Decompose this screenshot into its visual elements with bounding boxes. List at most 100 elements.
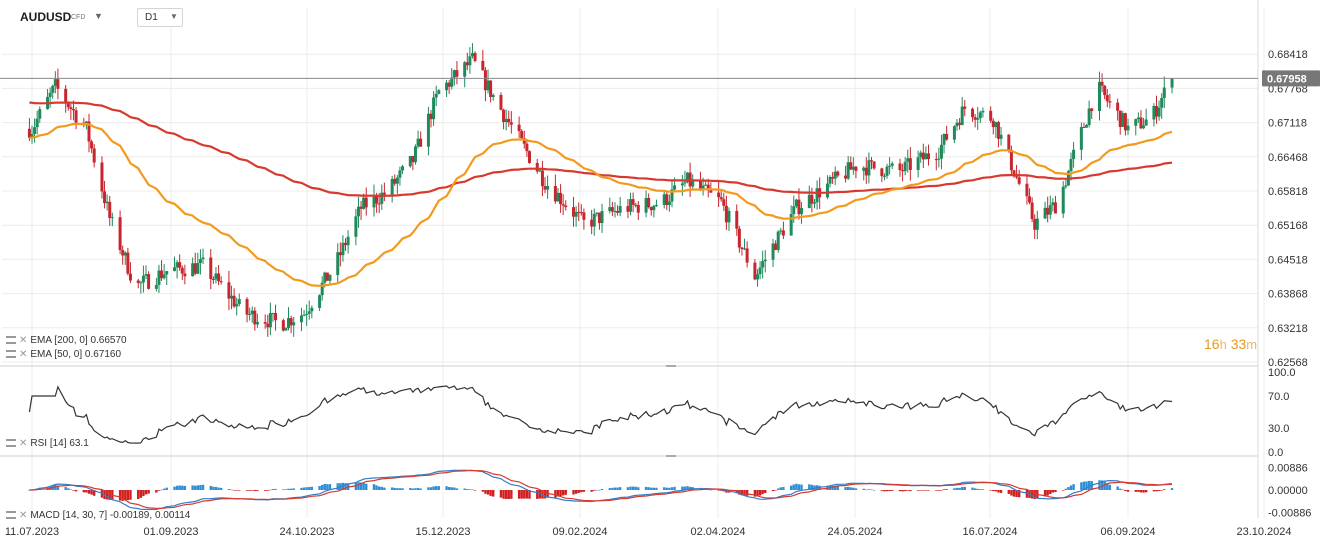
candle-body bbox=[546, 185, 550, 190]
rsi-legend[interactable]: ✕ RSI [14] 63.1 bbox=[6, 438, 89, 449]
candle-body bbox=[284, 328, 288, 331]
candle-body bbox=[522, 138, 526, 144]
candle-body bbox=[450, 77, 454, 87]
macd-histogram-bar bbox=[455, 488, 459, 490]
time-tick-label: 24.05.2024 bbox=[827, 526, 882, 538]
candle-body bbox=[807, 194, 811, 209]
candle-body bbox=[305, 313, 309, 315]
macd-histogram-bar bbox=[118, 490, 122, 501]
candle-body bbox=[520, 131, 524, 139]
candle-body bbox=[481, 60, 485, 71]
macd-histogram-bar bbox=[1072, 484, 1075, 490]
macd-histogram-bar bbox=[142, 490, 145, 497]
macd-histogram-bar bbox=[105, 490, 109, 500]
close-icon[interactable]: ✕ bbox=[19, 510, 28, 521]
symbol-dropdown-icon[interactable]: ▼ bbox=[94, 11, 103, 21]
macd-histogram-bar bbox=[1049, 490, 1052, 494]
candle-body bbox=[30, 133, 34, 138]
candle-body bbox=[989, 110, 993, 121]
close-icon[interactable]: ✕ bbox=[19, 438, 28, 449]
close-icon[interactable]: ✕ bbox=[19, 335, 28, 346]
macd-histogram-bar bbox=[1043, 490, 1047, 497]
candle-body bbox=[800, 208, 804, 215]
candle-body bbox=[191, 263, 195, 277]
macd-histogram-bar bbox=[1160, 490, 1163, 491]
candle-body bbox=[939, 144, 943, 159]
candle-body bbox=[413, 146, 417, 163]
candle-body bbox=[56, 79, 60, 89]
candle-body bbox=[139, 282, 143, 284]
candle-body bbox=[1064, 185, 1068, 187]
pane-resize-handle[interactable] bbox=[666, 365, 676, 367]
timeframe-select[interactable]: D1 ▼ bbox=[137, 8, 183, 27]
candle-body bbox=[160, 270, 164, 279]
menu-icon[interactable] bbox=[6, 336, 16, 345]
pane-resize-handle[interactable] bbox=[666, 455, 676, 457]
macd-legend[interactable]: ✕ MACD [14, 30, 7] -0.00189, 0.00114 bbox=[6, 510, 190, 521]
macd-histogram-bar bbox=[670, 487, 674, 490]
candle-body bbox=[1079, 127, 1083, 150]
macd-histogram-bar bbox=[613, 487, 617, 490]
macd-histogram-bar bbox=[292, 488, 295, 490]
candle-body bbox=[543, 186, 547, 190]
macd-histogram-bar bbox=[429, 487, 433, 490]
macd-histogram-bar bbox=[300, 487, 303, 490]
macd-histogram-bar bbox=[253, 490, 257, 491]
menu-icon[interactable] bbox=[6, 439, 16, 448]
candle-body bbox=[1162, 87, 1166, 98]
candle-body bbox=[867, 160, 871, 176]
last-price-tag-bg bbox=[1262, 70, 1320, 87]
candle-body bbox=[564, 205, 568, 208]
macd-histogram-bar bbox=[717, 490, 720, 491]
candle-body bbox=[973, 117, 977, 120]
candle-body bbox=[180, 267, 184, 274]
close-icon[interactable]: ✕ bbox=[19, 349, 28, 360]
macd-histogram-bar bbox=[473, 490, 477, 491]
candle-body bbox=[105, 201, 109, 204]
candle-body bbox=[600, 211, 604, 224]
macd-histogram-bar bbox=[323, 483, 326, 490]
rsi-tick-label: 70.0 bbox=[1268, 391, 1289, 403]
macd-histogram-bar bbox=[870, 489, 873, 491]
time-axis[interactable]: 11.07.2023 01.09.2023 24.10.2023 15.12.2023… bbox=[5, 526, 1292, 538]
ema200-legend[interactable]: ✕ EMA [200, 0] 0.66570 bbox=[6, 335, 127, 346]
rsi-legend-params: [14] bbox=[49, 438, 67, 449]
macd-histogram-bar bbox=[245, 490, 249, 491]
candle-body bbox=[921, 152, 925, 160]
macd-histogram-bar bbox=[903, 490, 907, 492]
candle-body bbox=[183, 273, 187, 277]
price-tick-label: 0.65168 bbox=[1268, 220, 1308, 232]
macd-histogram-bar bbox=[1126, 490, 1130, 492]
macd-histogram-bar bbox=[196, 485, 200, 490]
candle-body bbox=[455, 70, 459, 77]
candle-body bbox=[991, 120, 995, 128]
macd-histogram-bar bbox=[536, 490, 539, 499]
ema50-legend-name: EMA bbox=[30, 349, 52, 360]
menu-icon[interactable] bbox=[6, 511, 16, 520]
candle-body bbox=[486, 80, 490, 91]
ema50-legend[interactable]: ✕ EMA [50, 0] 0.67160 bbox=[6, 349, 121, 360]
macd-histogram-bar bbox=[559, 490, 562, 497]
candle-body bbox=[771, 243, 775, 260]
menu-icon[interactable] bbox=[6, 350, 16, 359]
macd-histogram-bar bbox=[486, 490, 490, 495]
candle-body bbox=[48, 92, 52, 98]
symbol-name[interactable]: AUDUSD bbox=[20, 10, 72, 24]
price-axis[interactable]: 0.684180.677680.671180.664680.658180.651… bbox=[1268, 49, 1311, 519]
candle-body bbox=[217, 273, 221, 282]
candle-body bbox=[553, 185, 557, 202]
candle-body bbox=[644, 198, 648, 213]
macd-histogram-bar bbox=[191, 485, 194, 490]
candle-body bbox=[375, 195, 379, 204]
macd-histogram-bar bbox=[595, 489, 599, 491]
countdown-hours-unit: h bbox=[1219, 337, 1227, 352]
candle-body bbox=[1136, 117, 1140, 120]
candle-body bbox=[447, 82, 451, 87]
candle-body bbox=[706, 184, 710, 191]
macd-histogram-bar bbox=[647, 487, 650, 490]
candle-body bbox=[745, 248, 749, 263]
macd-histogram-bar bbox=[380, 486, 383, 490]
grid-lines bbox=[2, 8, 1265, 518]
macd-histogram-bar bbox=[445, 486, 448, 490]
